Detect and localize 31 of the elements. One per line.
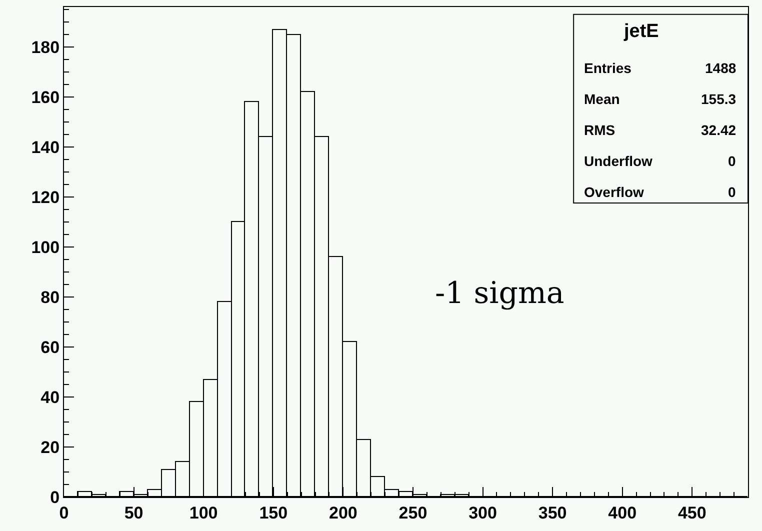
annotation: RMS [584,122,616,138]
y-tick-label: 120 [31,188,60,207]
x-tick-label: 300 [468,503,497,522]
x-tick-label: 50 [124,503,144,522]
text: jetE [623,21,659,42]
y-tick-label: 60 [40,338,60,357]
y-tick-label: 140 [31,138,60,157]
x-tick-label: 150 [259,503,288,522]
y-tick-label: 100 [31,238,60,257]
annotation: 0 [728,153,736,169]
x-tick-label: 400 [608,503,637,522]
annotation: 1488 [705,60,736,76]
y-tick-label: 160 [31,88,60,107]
y-tick-label: 80 [40,288,60,307]
annotation: 32.42 [701,122,736,138]
annotation: Mean [584,91,620,107]
annotation: Entries [584,60,632,76]
y-tick-label: 0 [50,488,60,507]
x-tick-label: 450 [678,503,706,522]
x-tick-label: 100 [189,503,218,522]
x-tick-label: 200 [328,503,358,522]
y-tick-label: 40 [40,388,60,407]
annotation: 155.3 [701,91,736,107]
x-tick-label: 350 [538,503,567,522]
annotation: -1 sigma [435,276,564,311]
x-tick-label: 250 [398,503,428,522]
annotation: Overflow [584,184,644,200]
y-tick-label: 20 [40,438,60,457]
y-tick-label: 180 [31,38,60,57]
annotation: Underflow [584,153,653,169]
annotation: 0 [728,184,736,200]
